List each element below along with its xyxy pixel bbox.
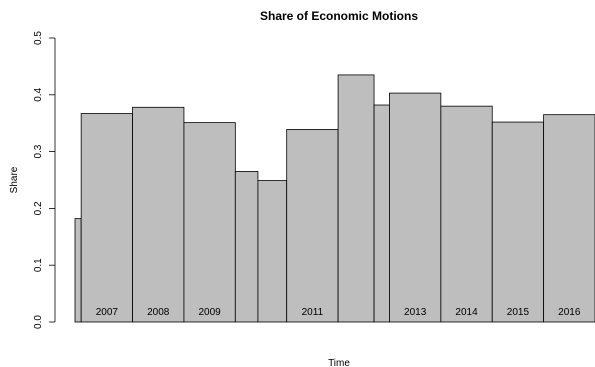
bar: [80, 113, 133, 323]
bar-label: 2008: [147, 307, 170, 318]
bar: [373, 104, 390, 323]
y-tick-label: 0.2: [33, 201, 44, 215]
bar: [440, 105, 493, 323]
bar-label: 2007: [96, 307, 119, 318]
bar: [234, 171, 259, 323]
y-tick-label: 0.1: [33, 258, 44, 272]
bar-label: 2009: [198, 307, 221, 318]
bar: [286, 129, 339, 323]
x-axis-label: Time: [328, 358, 350, 367]
y-axis: 0.0 0.1 0.2 0.3 0.4 0.5: [33, 31, 56, 329]
bar-label: 2016: [558, 307, 581, 318]
y-tick-label: 0.0: [33, 315, 44, 329]
y-tick-label: 0.4: [33, 87, 44, 101]
bar-labels-group: 2007 2008 2009 2011 2013 2014 2015 2016: [96, 307, 581, 318]
bar-label: 2013: [404, 307, 427, 318]
chart-title: Share of Economic Motions: [260, 9, 418, 23]
y-tick-label: 0.5: [33, 31, 44, 45]
bar: [337, 74, 375, 323]
bar-label: 2011: [302, 307, 324, 318]
bar-label: 2014: [455, 307, 478, 318]
bar: [74, 218, 82, 323]
bar: [543, 114, 595, 323]
y-axis-label: Share: [9, 166, 20, 193]
bar: [257, 180, 288, 323]
bar-label: 2015: [507, 307, 530, 318]
y-tick-label: 0.3: [33, 144, 44, 158]
bar: [183, 122, 236, 323]
bar: [389, 92, 442, 323]
bar: [132, 106, 185, 323]
bar: [491, 121, 545, 323]
bars-group: [74, 74, 595, 323]
